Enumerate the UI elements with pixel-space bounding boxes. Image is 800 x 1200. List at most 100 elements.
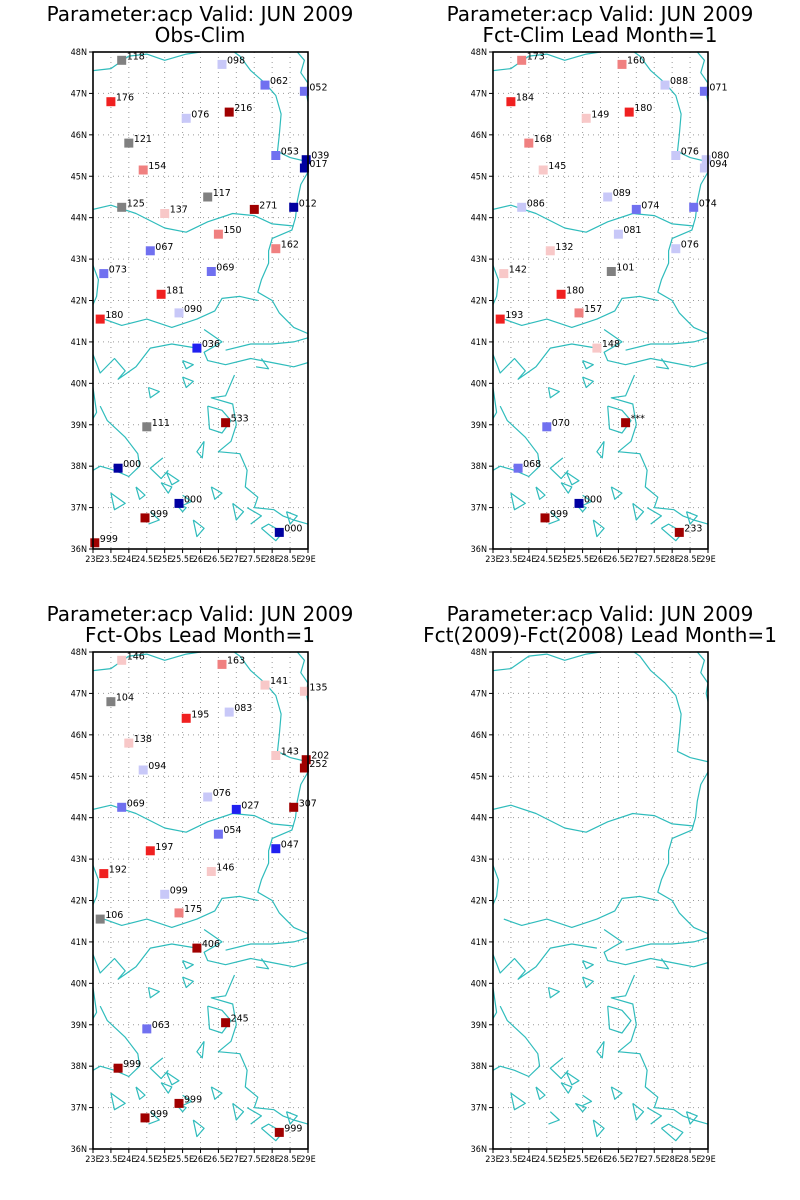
coastline — [632, 652, 708, 763]
station-value-label: 271 — [259, 200, 277, 211]
coastline — [603, 329, 708, 368]
coastline — [110, 492, 126, 511]
station-value-label: 081 — [623, 225, 641, 236]
station-marker — [174, 498, 184, 508]
station-marker — [217, 59, 227, 69]
lon-tick-label: 26.5E — [207, 555, 230, 565]
coastline — [610, 974, 708, 1125]
lon-tick-label: 25E — [157, 1155, 172, 1165]
station-value-label: 053 — [281, 147, 299, 158]
station-marker — [299, 686, 309, 696]
coastline — [685, 1111, 698, 1125]
station-value-label: 180 — [634, 103, 652, 114]
coastline — [182, 376, 194, 389]
coastline — [493, 943, 597, 980]
gridlines — [493, 52, 708, 549]
coastline — [657, 171, 708, 335]
station-value-label: 999 — [123, 1059, 141, 1070]
coastline — [255, 958, 270, 970]
lon-tick-label: 25E — [157, 555, 172, 565]
station-value-label: 052 — [309, 82, 327, 93]
lon-tick-label: 28E — [664, 1155, 679, 1165]
lat-tick-label: 48N — [71, 648, 87, 658]
coastline — [655, 958, 670, 970]
lat-tick-label: 45N — [471, 172, 487, 182]
lon-tick-label: 28.5E — [679, 1155, 702, 1165]
coastline — [93, 865, 100, 905]
station-value-label: 193 — [505, 310, 523, 321]
station-marker — [271, 844, 281, 854]
station-value-label: 135 — [309, 682, 327, 693]
lon-tick-label: 24E — [121, 555, 136, 565]
station-value-label: 143 — [281, 747, 299, 758]
panel-subtitle: Fct-Clim Lead Month=1 — [482, 23, 717, 47]
station-marker — [613, 229, 623, 239]
station-value-label: 142 — [509, 265, 527, 276]
coastlines — [93, 52, 308, 542]
coastline — [225, 337, 308, 351]
coastline — [535, 486, 546, 500]
coastline — [646, 507, 663, 525]
station-marker — [699, 86, 709, 96]
station-value-label: 180 — [566, 285, 584, 296]
coastline — [655, 358, 670, 370]
station-value-label: 076 — [681, 240, 699, 251]
lat-tick-label: 45N — [71, 772, 87, 782]
coastline — [696, 652, 708, 702]
coastline — [548, 511, 560, 525]
station-value-label: 121 — [134, 134, 152, 145]
lat-tick-label: 41N — [71, 938, 87, 948]
panel-title: Parameter:acp Valid: JUN 2009 — [47, 2, 354, 26]
station-marker — [260, 680, 270, 690]
coastline — [182, 360, 194, 370]
station-marker — [117, 655, 127, 665]
station-value-label: 146 — [216, 863, 234, 874]
station-value-label: 089 — [613, 188, 631, 199]
station-marker — [206, 267, 216, 276]
lon-tick-label: 24.5E — [135, 1155, 158, 1165]
coastline — [685, 511, 698, 525]
coastline — [657, 771, 708, 935]
lat-tick-label: 42N — [471, 897, 487, 907]
station-marker — [174, 908, 184, 918]
station-value-label: 150 — [223, 225, 241, 236]
station-marker — [117, 802, 127, 812]
station-marker — [213, 229, 223, 239]
station-marker — [495, 314, 505, 324]
lat-tick-label: 42N — [471, 297, 487, 307]
lon-tick-label: 23E — [485, 555, 500, 565]
station-marker — [540, 513, 550, 523]
station-value-label: 039 — [311, 151, 329, 162]
lat-tick-label: 39N — [71, 421, 87, 431]
lat-tick-label: 45N — [471, 772, 487, 782]
lat-tick-label: 37N — [471, 1104, 487, 1114]
lat-tick-label: 47N — [71, 689, 87, 699]
coastline — [93, 1005, 141, 1078]
station-value-label: 117 — [213, 188, 231, 199]
station-value-label: 533 — [231, 414, 249, 425]
lat-tick-label: 46N — [71, 131, 87, 141]
station-marker — [301, 155, 311, 165]
coastline — [93, 52, 203, 72]
station-value-label: 999 — [284, 1123, 302, 1134]
coastline — [493, 987, 498, 1020]
coastlines — [493, 652, 708, 1142]
station-value-label: 067 — [155, 242, 173, 253]
lon-tick-label: 28E — [664, 555, 679, 565]
gridlines — [93, 652, 308, 1149]
lat-tick-label: 41N — [71, 338, 87, 348]
panel-title: Parameter:acp Valid: JUN 2009 — [447, 2, 754, 26]
lat-tick-label: 43N — [471, 855, 487, 865]
station-marker — [299, 86, 309, 96]
station-marker — [299, 763, 309, 773]
coastline — [182, 494, 193, 507]
coastline — [203, 329, 308, 368]
station-value-label: 233 — [684, 523, 702, 534]
station-value-label: 071 — [709, 82, 727, 93]
lat-tick-label: 40N — [71, 979, 87, 989]
station-marker — [213, 829, 223, 839]
coastline — [182, 976, 194, 989]
lon-tick-label: 28.5E — [679, 555, 702, 565]
coastline — [592, 519, 605, 538]
coastline — [93, 343, 197, 380]
